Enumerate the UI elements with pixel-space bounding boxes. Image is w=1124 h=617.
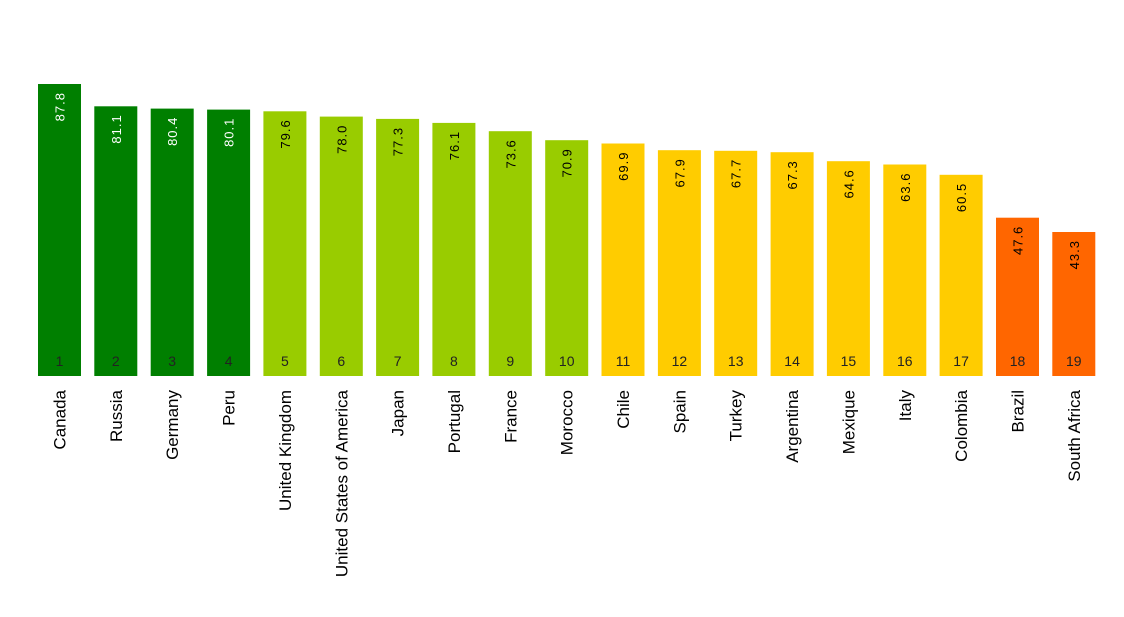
value-label-canada: 87.8: [53, 92, 68, 121]
category-label-turkey: Turkey: [727, 390, 746, 442]
rank-label-chile: 11: [616, 353, 631, 369]
value-label-spain: 67.9: [672, 158, 687, 187]
rank-label-japan: 7: [394, 353, 402, 369]
value-label-united-states-of-america: 78.0: [334, 125, 349, 154]
value-label-chile: 69.9: [616, 152, 631, 181]
rank-label-france: 9: [506, 353, 514, 369]
rank-label-russia: 2: [112, 353, 120, 369]
bar-portugal: [432, 122, 476, 377]
rank-label-italy: 16: [897, 353, 913, 369]
bar-germany: [150, 108, 194, 376]
category-label-portugal: Portugal: [445, 390, 464, 453]
rank-label-peru: 4: [225, 353, 233, 369]
value-label-colombia: 60.5: [954, 183, 969, 212]
rank-label-morocco: 10: [559, 353, 575, 369]
rank-label-united-states-of-america: 6: [337, 353, 345, 369]
value-label-russia: 81.1: [109, 114, 124, 143]
rank-label-colombia: 17: [953, 353, 969, 369]
category-label-canada: Canada: [51, 389, 70, 449]
category-labels-group: Canada Russia Germany Peru United Kingdom Uni…: [51, 389, 1084, 577]
category-label-argentina: Argentina: [783, 389, 802, 462]
bar-argentina: [770, 152, 814, 376]
value-label-morocco: 70.9: [560, 148, 575, 177]
bar-united-states-of-america: [319, 116, 363, 376]
bar-japan: [376, 118, 420, 377]
rank-label-germany: 3: [168, 353, 176, 369]
category-label-japan: Japan: [389, 390, 408, 436]
category-label-spain: Spain: [670, 390, 689, 433]
bar-italy: [883, 164, 927, 376]
category-label-mexique: Mexique: [839, 390, 858, 454]
rank-label-mexique: 15: [841, 353, 857, 369]
category-label-south-africa: South Africa: [1065, 389, 1084, 481]
bar-russia: [94, 106, 138, 377]
value-label-mexique: 64.6: [841, 169, 856, 198]
value-label-united-kingdom: 79.6: [278, 119, 293, 148]
bar-peru: [207, 109, 251, 376]
value-label-germany: 80.4: [165, 117, 180, 146]
value-label-japan: 77.3: [391, 127, 406, 156]
value-label-brazil: 47.6: [1011, 226, 1026, 255]
bar-united-kingdom: [263, 111, 307, 377]
bar-france: [488, 131, 532, 376]
rank-label-brazil: 18: [1010, 353, 1026, 369]
bar-colombia: [939, 174, 983, 376]
category-label-brazil: Brazil: [1009, 390, 1028, 433]
category-label-united-kingdom: United Kingdom: [276, 390, 295, 511]
bar-brazil: [996, 217, 1039, 376]
bar-turkey: [714, 150, 758, 376]
rank-label-canada: 1: [56, 353, 64, 369]
bars-group: [38, 84, 1096, 377]
value-label-argentina: 67.3: [785, 160, 800, 189]
category-label-peru: Peru: [220, 390, 239, 426]
rank-label-south-africa: 19: [1066, 353, 1082, 369]
bar-canada: [38, 84, 81, 376]
rank-labels-group: 1 2 3 4 5 6 7 8 9 10 11 12 13 14 15 16 17 18 19: [56, 353, 1082, 369]
value-label-turkey: 67.7: [729, 159, 744, 188]
bar-spain: [657, 150, 701, 376]
value-label-france: 73.6: [503, 139, 518, 168]
value-label-south-africa: 43.3: [1067, 240, 1082, 269]
category-label-chile: Chile: [614, 390, 633, 429]
category-label-germany: Germany: [163, 390, 182, 460]
value-labels-group: 87.8 81.1 80.4 80.1 79.6 78.0 77.3 76.1 73.6 70.9…: [53, 92, 1082, 269]
bar-chile: [601, 143, 645, 376]
category-label-france: France: [501, 390, 520, 443]
bar-mexique: [826, 161, 870, 376]
value-label-portugal: 76.1: [447, 131, 462, 160]
bar-south-africa: [1052, 232, 1096, 376]
rank-label-united-kingdom: 5: [281, 353, 289, 369]
rank-label-argentina: 14: [784, 353, 800, 369]
value-label-peru: 80.1: [222, 118, 237, 147]
category-label-russia: Russia: [107, 389, 126, 442]
bar-morocco: [545, 140, 589, 376]
rank-label-portugal: 8: [450, 353, 458, 369]
rank-label-spain: 12: [672, 353, 688, 369]
category-label-italy: Italy: [896, 390, 915, 422]
rank-label-turkey: 13: [728, 353, 744, 369]
category-label-colombia: Colombia: [952, 389, 971, 461]
category-label-united-states-of-america: United States of America: [332, 389, 351, 577]
value-label-italy: 63.6: [898, 173, 913, 202]
category-label-morocco: Morocco: [558, 390, 577, 455]
